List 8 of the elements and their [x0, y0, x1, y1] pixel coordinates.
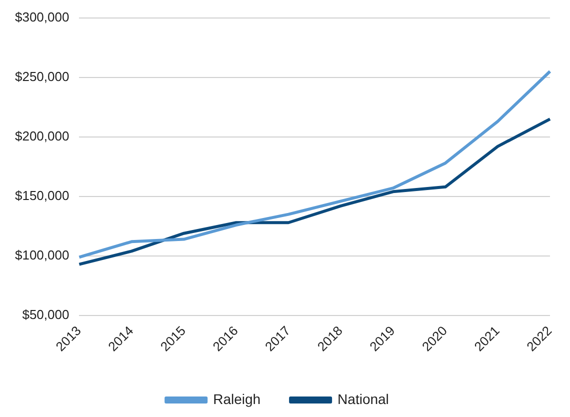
- y-tick-label: $100,000: [14, 248, 70, 263]
- legend-label: Raleigh: [213, 390, 261, 407]
- y-tick-label: $250,000: [14, 68, 70, 84]
- y-tick-label: $50,000: [22, 307, 70, 322]
- y-tick-label: $300,000: [14, 9, 70, 24]
- y-tick-label: $200,000: [14, 128, 70, 144]
- y-tick-label: $150,000: [14, 188, 70, 204]
- legend-label: National: [338, 390, 389, 407]
